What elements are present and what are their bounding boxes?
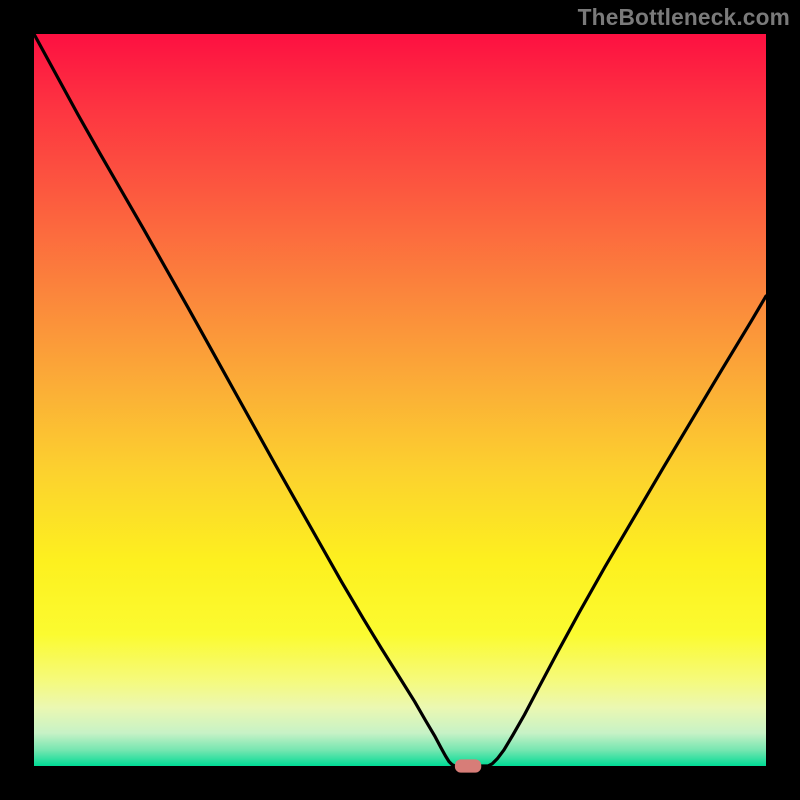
bottleneck-chart (0, 0, 800, 800)
chart-container: TheBottleneck.com (0, 0, 800, 800)
watermark-text: TheBottleneck.com (578, 4, 790, 31)
optimal-marker (455, 759, 481, 772)
chart-background-gradient (34, 34, 766, 766)
